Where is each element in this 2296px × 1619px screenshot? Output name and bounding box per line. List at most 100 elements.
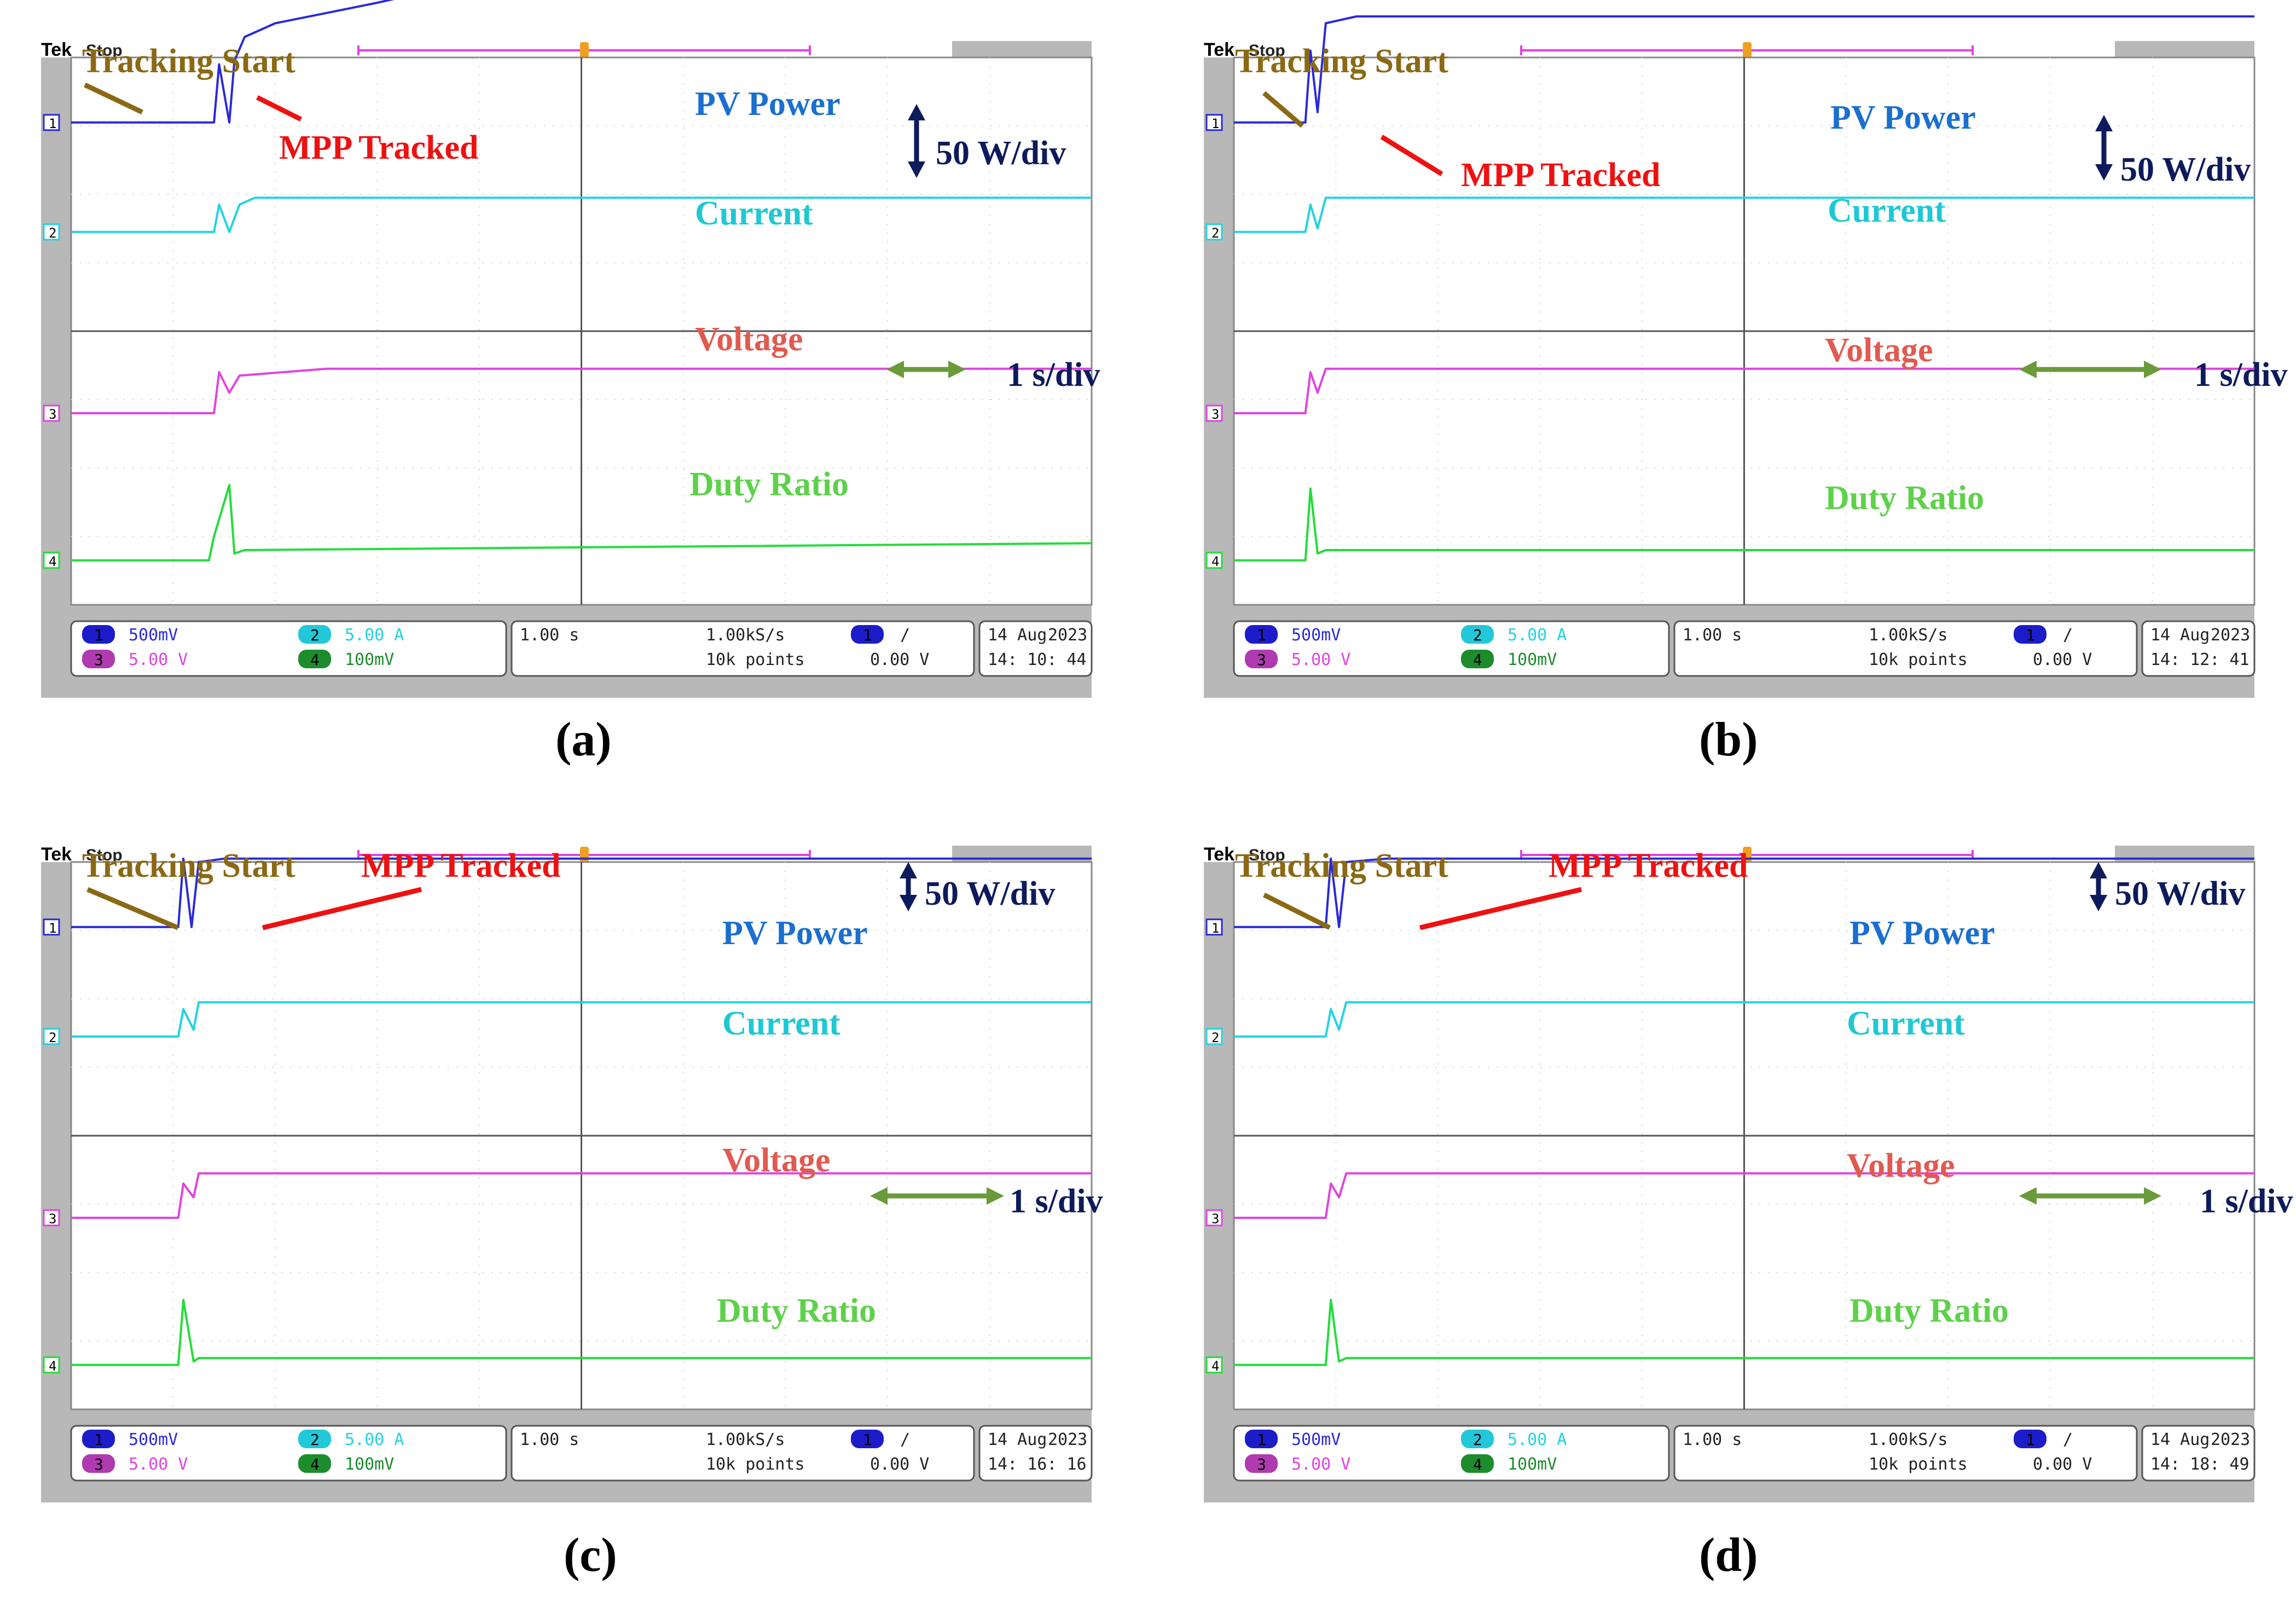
power-scale-arrowhead-up [2090,862,2107,878]
channel-2-chip [1461,625,1494,644]
channel-3-marker [43,404,60,422]
trigger-level-value: 0.00 V [870,1455,929,1474]
current-label: Current [722,1005,840,1042]
tracking-start-arrow [1262,91,1304,128]
time-scale-arrowhead-left [870,1187,888,1205]
trace-duty-ratio [1234,1299,2254,1366]
tracking-start-label: Tracking Start [82,43,295,80]
tracking-start-arrow [86,887,179,930]
trace-duty-ratio [71,484,1092,562]
channel-1-marker [43,918,60,936]
channel-1-marker-label: 1 [49,921,56,936]
time-scale-label: 1 s/div [2194,356,2288,394]
channel-1-chip-number: 1 [94,626,103,644]
channel-2-marker [43,223,60,241]
channel-3-marker [1205,1209,1223,1227]
power-scale-label: 50 W/div [936,135,1066,172]
time-scale-arrowhead-right [2144,361,2161,378]
channel-1-scale: 500mV [129,1430,178,1449]
time-scale-arrowhead-left [2019,361,2037,378]
year-value: 2023 [2211,1430,2250,1449]
trigger-position-marker [1743,42,1752,61]
trace-pv-power [1234,15,2254,124]
trace-duty-ratio [71,1299,1092,1366]
channel-4-marker-label: 4 [1211,554,1219,569]
current-label: Current [1828,192,1946,229]
duty-ratio-label: Duty Ratio [717,1292,876,1329]
year-value: 2023 [1048,626,1087,645]
channel-3-chip [1245,1454,1278,1473]
power-scale-arrowhead-up [900,862,917,878]
sample-rate-value: 1.00kS/s [706,626,785,645]
current-label: Current [1847,1005,1965,1042]
channel-3-marker-label: 3 [1211,407,1219,422]
date-value: 14 Aug [2150,1430,2210,1449]
channel-readout-box [1233,620,1670,677]
channel-4-scale: 100mV [1508,1455,1557,1474]
channel-1-scale: 500mV [1291,626,1341,645]
current-label: Current [695,195,813,232]
voltage-label: Voltage [695,321,803,358]
trigger-channel-number: 1 [2026,1431,2035,1449]
power-scale-arrowhead-down [908,161,925,178]
channel-3-scale: 5.00 V [129,650,188,669]
trigger-level-value: 0.00 V [870,650,929,669]
channel-3-marker-label: 3 [49,407,56,422]
date-value: 14 Aug [2150,626,2210,645]
channel-2-chip [298,625,331,644]
channel-2-scale: 5.00 A [1508,626,1567,645]
power-scale-arrowhead-up [2095,115,2113,131]
channel-4-marker-label: 4 [1211,1358,1219,1374]
channel-3-chip-number: 3 [1257,1455,1266,1473]
duty-ratio-label: Duty Ratio [689,466,849,503]
datetime-readout-box [978,1425,1093,1482]
date-value: 14 Aug [988,626,1047,645]
trace-current [71,196,1092,233]
channel-3-marker [43,1209,60,1227]
voltage-label: Voltage [1847,1147,1955,1184]
trigger-slope: / [2063,626,2073,645]
tek-brand: Tek [41,39,72,60]
trigger-channel-number: 1 [863,1431,872,1449]
channel-readout-box [1233,1425,1670,1482]
power-scale-label: 50 W/div [2115,875,2245,912]
subfigure-caption: (d) [1699,1529,1758,1582]
scope-top-corner [2115,41,2254,57]
pv-power-label: PV Power [1830,99,1976,136]
channel-2-marker [1205,223,1223,241]
tek-brand: Tek [41,844,72,865]
subfigure-caption: (b) [1699,713,1758,766]
channel-2-chip-number: 2 [1473,1431,1482,1449]
channel-4-marker [43,1356,60,1374]
trace-pv-power [71,857,1092,928]
channel-4-chip [298,650,331,668]
channel-3-chip-number: 3 [1257,651,1266,669]
trigger-channel-chip [2014,625,2046,644]
mpp-tracked-label: MPP Tracked [1461,157,1661,194]
time-scale-arrowhead-left [2019,1187,2037,1205]
channel-2-marker-label: 2 [1211,1030,1219,1045]
timebase-value: 1.00 s [1683,1430,1742,1449]
scope-top-corner [952,41,1092,57]
channel-4-chip [298,1454,331,1473]
channel-3-marker-label: 3 [49,1211,56,1227]
channel-1-chip-number: 1 [94,1431,103,1449]
channel-1-marker [1205,114,1223,131]
date-value: 14 Aug [988,1430,1047,1449]
channel-4-marker-label: 4 [49,1358,56,1374]
time-scale-arrowhead-right [948,361,966,378]
tracking-start-label: Tracking Start [1235,43,1448,80]
channel-2-chip [298,1430,331,1448]
trace-duty-ratio [1234,487,2254,562]
trigger-position-marker [1743,847,1752,865]
channel-2-chip-number: 2 [310,626,320,644]
pv-power-label: PV Power [722,915,868,952]
channel-2-chip-number: 2 [1473,626,1482,644]
mpp-tracked-label: MPP Tracked [1549,847,1748,884]
channel-3-chip-number: 3 [94,1455,103,1473]
channel-2-scale: 5.00 A [345,1430,404,1449]
datetime-readout-box [2141,1425,2256,1482]
channel-4-scale: 100mV [345,1455,394,1474]
